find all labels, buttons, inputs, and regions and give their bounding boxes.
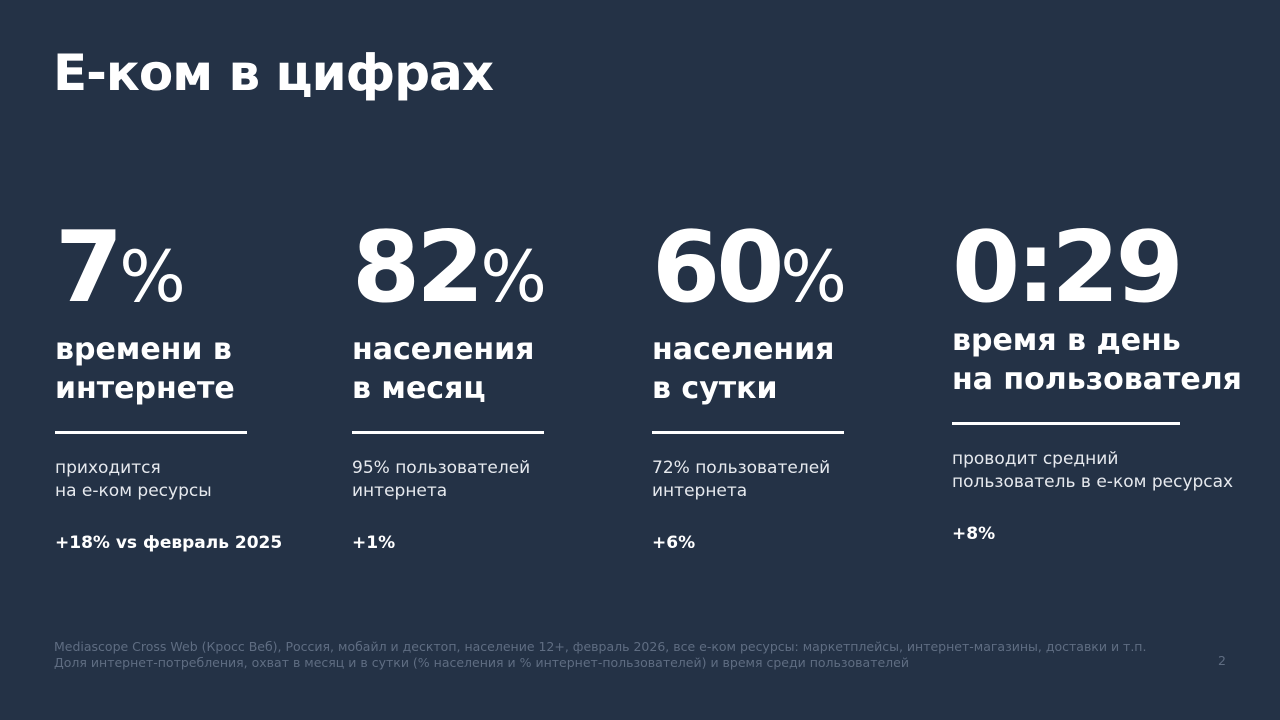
stat-unit: %	[480, 236, 547, 318]
note-line: интернета	[652, 481, 748, 501]
stat-change: +8%	[952, 524, 996, 544]
label-line: время в день	[952, 323, 1181, 358]
note-line: на е-ком ресурсы	[55, 481, 212, 501]
stat-note: приходится на е-ком ресурсы	[55, 457, 355, 503]
stat-label: времени в интернете	[55, 330, 355, 408]
divider	[55, 431, 247, 434]
stat-change: +18% vs февраль 2025	[55, 533, 283, 553]
stat-value: 0:29	[952, 218, 1252, 318]
note-line: проводит средний	[952, 449, 1119, 469]
note-line: 95% пользователей	[352, 458, 531, 478]
label-line: населения	[652, 332, 835, 367]
stat-value: 82%	[352, 218, 652, 327]
stat-value: 7%	[55, 218, 355, 327]
page-number: 2	[1218, 653, 1226, 668]
stat-card: 82% населения в месяц 95% пользователей инте…	[352, 218, 652, 553]
note-line: интернета	[352, 481, 448, 501]
stat-number: 0:29	[952, 211, 1184, 325]
stat-note: 95% пользователей интернета	[352, 457, 652, 503]
divider	[952, 422, 1180, 425]
label-line: на пользователя	[952, 362, 1242, 397]
stat-label: населения в месяц	[352, 330, 652, 408]
label-line: интернете	[55, 371, 235, 406]
stat-label: населения в сутки	[652, 330, 952, 408]
stat-card: 60% населения в сутки 72% пользователей инте…	[652, 218, 952, 553]
stat-value: 60%	[652, 218, 952, 327]
stat-unit: %	[119, 236, 186, 318]
stat-card: 0:29 время в день на пользователя проводит …	[952, 218, 1252, 544]
source-line: Mediascope Cross Web (Кросс Веб), Россия…	[54, 639, 1147, 654]
label-line: в месяц	[352, 371, 486, 406]
note-line: пользователь в е-ком ресурсах	[952, 472, 1234, 492]
stat-change: +6%	[652, 533, 696, 553]
stat-change: +1%	[352, 533, 396, 553]
stat-note: проводит средний пользователь в е-ком рес…	[952, 448, 1252, 494]
stat-note: 72% пользователей интернета	[652, 457, 952, 503]
label-line: населения	[352, 332, 535, 367]
stat-number: 82	[352, 211, 484, 325]
stat-unit: %	[780, 236, 847, 318]
source-line: Доля интернет-потребления, охват в месяц…	[54, 655, 909, 670]
note-line: 72% пользователей	[652, 458, 831, 478]
divider	[652, 431, 844, 434]
divider	[352, 431, 544, 434]
label-line: в сутки	[652, 371, 778, 406]
stat-card: 7% времени в интернете приходится на е-ком р…	[55, 218, 355, 553]
source: Mediascope Cross Web (Кросс Веб), Россия…	[54, 639, 1146, 671]
note-line: приходится	[55, 458, 161, 478]
stat-number: 60	[652, 211, 784, 325]
label-line: времени в	[55, 332, 232, 367]
title: Е-ком в цифрах	[53, 44, 494, 102]
stat-number: 7	[55, 211, 123, 325]
stat-label: время в день на пользователя	[952, 321, 1252, 399]
